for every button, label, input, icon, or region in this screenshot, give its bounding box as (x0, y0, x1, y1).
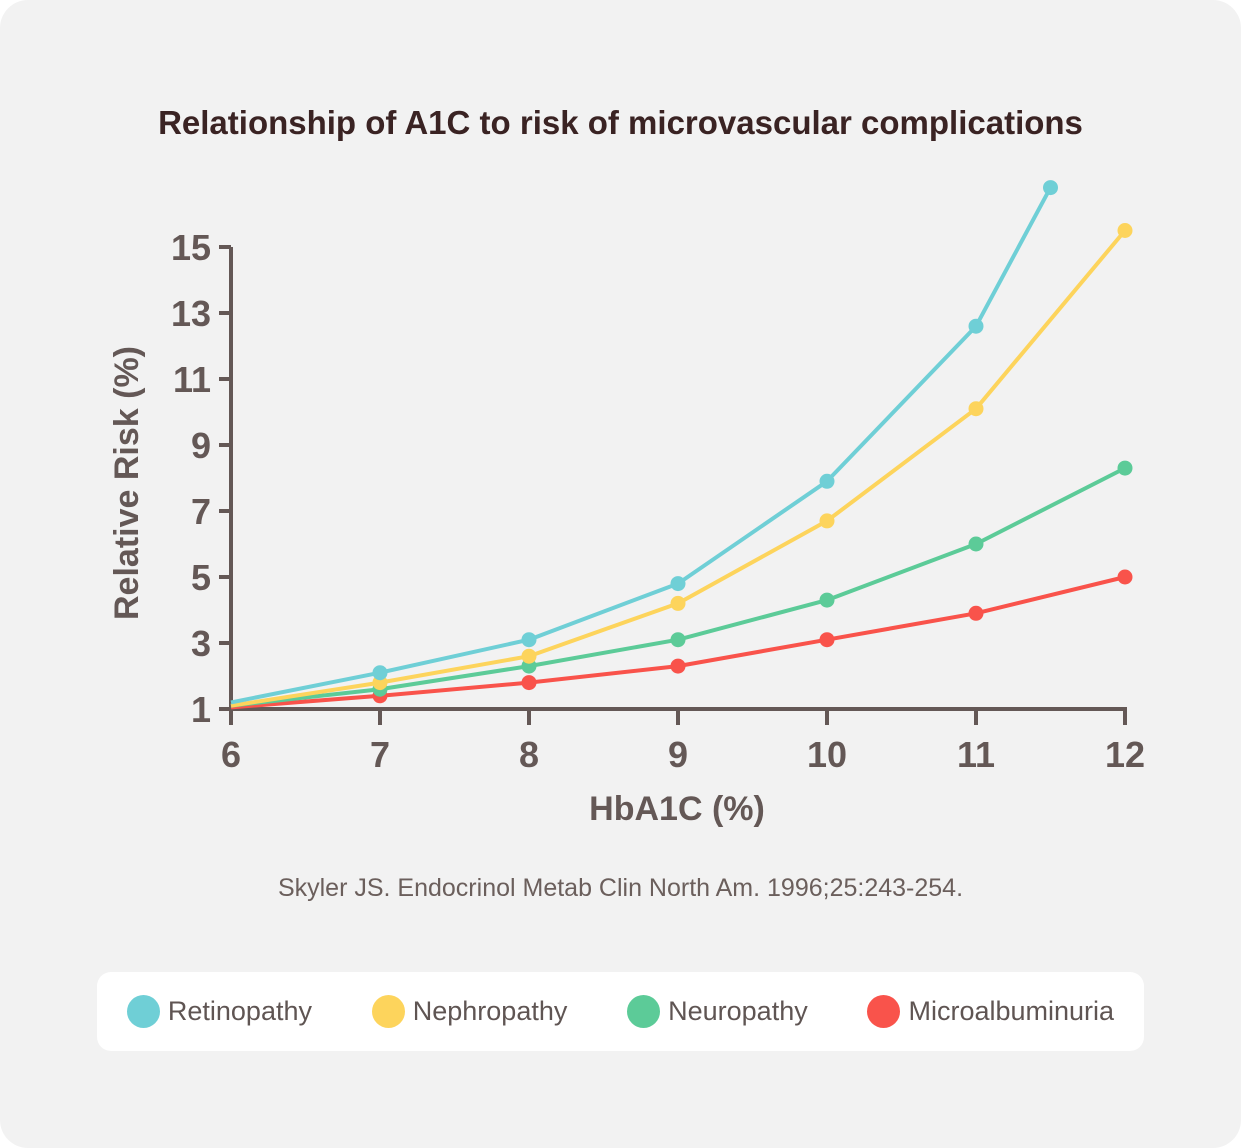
legend-label: Nephropathy (412, 996, 568, 1026)
data-point-nephropathy (670, 595, 686, 611)
y-axis-label: Relative Risk (%) (108, 346, 146, 620)
legend-label: Neuropathy (668, 996, 808, 1026)
data-point-retinopathy (521, 632, 537, 648)
data-point-microalbuminuria (1117, 569, 1133, 585)
neuropathy-swatch (627, 995, 661, 1028)
nephropathy-swatch (371, 995, 405, 1028)
y-tick-label: 11 (173, 359, 211, 400)
x-tick-label: 11 (957, 734, 995, 775)
y-tick-label: 9 (191, 425, 211, 466)
x-axis-label: HbA1C (%) (589, 790, 765, 828)
chart-title: Relationship of A1C to risk of microvasc… (158, 104, 1083, 141)
data-point-neuropathy (1117, 460, 1133, 476)
legend-item-neuropathy: Neuropathy (627, 995, 808, 1028)
legend-item-nephropathy: Nephropathy (371, 995, 568, 1028)
legend-item-microalbuminuria: Microalbuminuria (867, 995, 1114, 1028)
x-tick-label: 6 (221, 734, 241, 775)
y-tick-label: 7 (191, 491, 211, 532)
data-point-retinopathy (1043, 180, 1058, 196)
x-tick-label: 8 (519, 734, 539, 775)
y-tick-label: 1 (191, 689, 211, 730)
legend: Retinopathy Nephropathy Neuropathy Micro… (97, 972, 1144, 1051)
y-tick-label: 15 (171, 227, 211, 268)
x-tick-label: 9 (668, 734, 688, 775)
data-point-nephropathy (1117, 223, 1133, 238)
data-point-retinopathy (670, 576, 686, 592)
retinopathy-swatch (126, 995, 160, 1028)
data-point-nephropathy (819, 513, 835, 529)
data-point-nephropathy (521, 648, 537, 664)
y-tick-label: 13 (171, 293, 211, 334)
data-point-neuropathy (968, 536, 984, 552)
data-point-retinopathy (968, 318, 984, 334)
x-tick-label: 10 (807, 734, 847, 775)
x-tick-label: 12 (1105, 734, 1145, 775)
legend-item-retinopathy: Retinopathy (126, 995, 312, 1028)
y-tick-label: 3 (191, 623, 211, 664)
data-point-retinopathy (372, 665, 388, 681)
legend-label: Retinopathy (167, 996, 312, 1026)
data-point-microalbuminuria (968, 605, 984, 621)
data-point-retinopathy (819, 473, 835, 489)
data-point-microalbuminuria (670, 658, 686, 674)
x-tick-label: 7 (370, 734, 390, 775)
data-point-microalbuminuria (819, 632, 835, 648)
source-citation: Skyler JS. Endocrinol Metab Clin North A… (277, 874, 964, 902)
microalbuminuria-swatch (867, 995, 901, 1028)
data-point-nephropathy (968, 401, 984, 417)
legend-label: Microalbuminuria (908, 996, 1115, 1026)
y-tick-label: 5 (191, 557, 211, 598)
data-point-microalbuminuria (521, 675, 537, 691)
data-point-neuropathy (819, 592, 835, 608)
data-point-neuropathy (670, 632, 686, 648)
